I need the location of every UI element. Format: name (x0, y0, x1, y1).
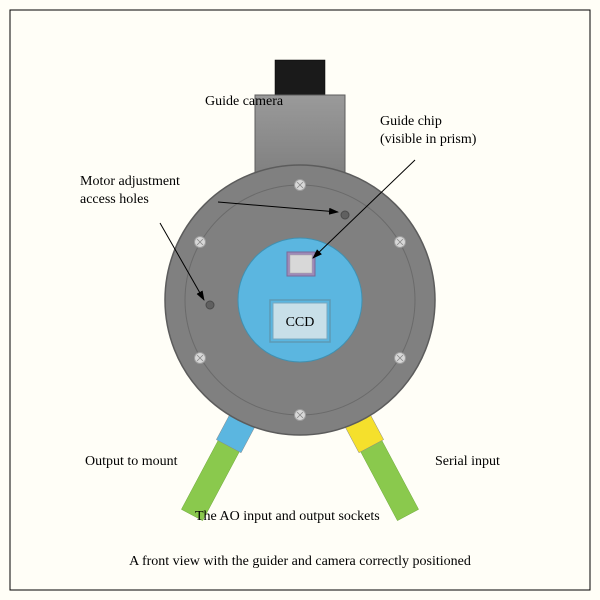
svg-text:Motor adjustment: Motor adjustment (80, 174, 180, 189)
svg-text:CCD: CCD (286, 315, 315, 330)
svg-text:Guide chip: Guide chip (380, 114, 442, 129)
svg-text:The AO input and output socket: The AO input and output sockets (195, 509, 380, 524)
svg-text:Serial input: Serial input (435, 454, 500, 469)
svg-text:(visible in prism): (visible in prism) (380, 132, 477, 147)
svg-text:Output to mount: Output to mount (85, 454, 178, 469)
svg-text:A front view with the guider a: A front view with the guider and camera … (129, 554, 471, 569)
svg-text:Guide camera: Guide camera (205, 94, 284, 109)
ao-guider-diagram: CCD Guide camera Guide chip (visible in pri… (0, 0, 600, 600)
svg-text:access holes: access holes (80, 192, 149, 207)
